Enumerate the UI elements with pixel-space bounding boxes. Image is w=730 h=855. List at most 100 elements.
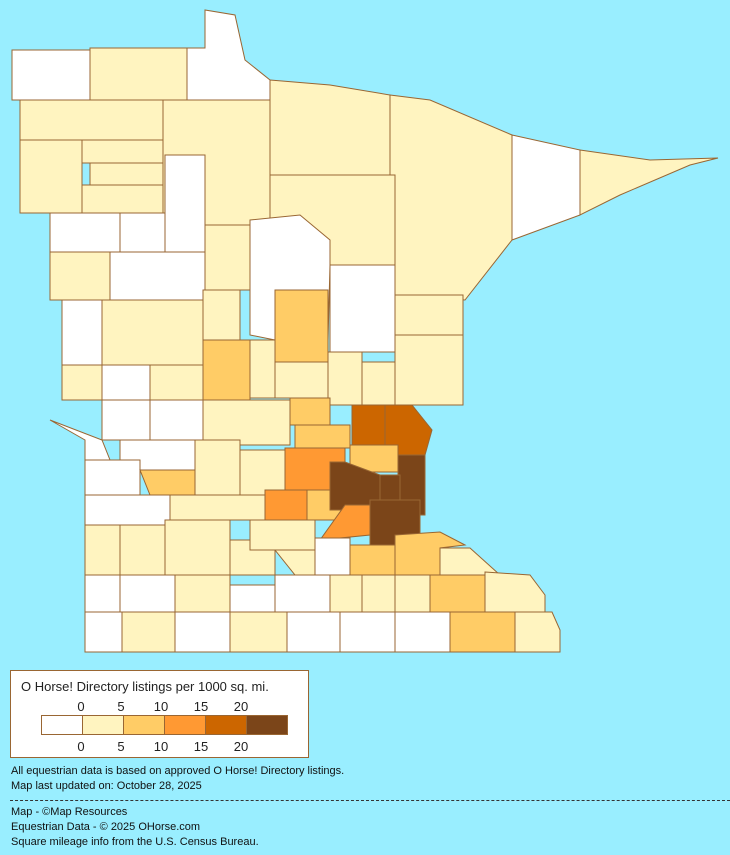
county[interactable]: [149, 399, 204, 441]
legend-swatch: [206, 716, 247, 734]
county[interactable]: [164, 519, 231, 576]
county[interactable]: [229, 611, 288, 653]
data-credit: Equestrian Data - © 2025 OHorse.com: [11, 821, 201, 833]
county[interactable]: [89, 162, 166, 186]
county[interactable]: [439, 547, 502, 576]
county[interactable]: [361, 361, 396, 406]
map-credit: Map - ©Map Resources: [11, 806, 128, 818]
county[interactable]: [351, 404, 386, 446]
census-credit: Square mileage info from the U.S. Census…: [11, 836, 259, 848]
county[interactable]: [327, 351, 363, 406]
county[interactable]: [174, 574, 231, 613]
county[interactable]: [49, 419, 111, 461]
county[interactable]: [274, 289, 329, 363]
county[interactable]: [389, 94, 513, 301]
legend-swatch: [42, 716, 83, 734]
county[interactable]: [329, 574, 363, 613]
county[interactable]: [269, 79, 391, 176]
county[interactable]: [394, 334, 464, 406]
county[interactable]: [89, 47, 188, 101]
county[interactable]: [119, 212, 166, 253]
county[interactable]: [164, 154, 206, 253]
minnesota-county-map: [11, 9, 719, 653]
legend-swatch: [83, 716, 124, 734]
county[interactable]: [339, 611, 396, 653]
county[interactable]: [289, 397, 331, 426]
county[interactable]: [19, 139, 83, 214]
county[interactable]: [449, 611, 516, 653]
legend-swatch: [165, 716, 206, 734]
tick: 10: [153, 699, 169, 714]
county[interactable]: [109, 251, 206, 301]
legend-bottom-ticks: 0 5 10 15 20: [41, 739, 281, 754]
county[interactable]: [11, 49, 91, 101]
county[interactable]: [349, 544, 396, 576]
data-note: All equestrian data is based on approved…: [11, 765, 345, 777]
county[interactable]: [101, 399, 151, 441]
county[interactable]: [579, 149, 719, 216]
county[interactable]: [286, 611, 341, 653]
county[interactable]: [84, 459, 141, 501]
county[interactable]: [329, 264, 396, 353]
county[interactable]: [394, 611, 451, 653]
county[interactable]: [139, 469, 196, 496]
county[interactable]: [264, 489, 308, 521]
county[interactable]: [119, 524, 166, 576]
county[interactable]: [274, 574, 331, 613]
county[interactable]: [81, 139, 164, 164]
county[interactable]: [394, 294, 464, 336]
county[interactable]: [361, 574, 396, 613]
legend-color-bar: [41, 715, 288, 735]
county[interactable]: [249, 519, 316, 551]
county[interactable]: [202, 289, 241, 341]
county[interactable]: [194, 439, 241, 496]
county[interactable]: [174, 611, 231, 653]
county[interactable]: [84, 611, 123, 653]
legend: O Horse! Directory listings per 1000 sq.…: [10, 670, 309, 758]
county[interactable]: [61, 364, 103, 401]
county[interactable]: [314, 537, 351, 576]
county[interactable]: [81, 184, 166, 214]
county[interactable]: [149, 364, 204, 401]
tick: 20: [233, 699, 249, 714]
county[interactable]: [294, 424, 351, 449]
tick: 20: [233, 739, 249, 754]
county[interactable]: [429, 574, 486, 613]
county[interactable]: [84, 574, 121, 613]
county[interactable]: [49, 251, 111, 301]
county[interactable]: [202, 339, 251, 401]
county[interactable]: [239, 449, 286, 496]
county[interactable]: [484, 571, 546, 613]
tick: 0: [77, 739, 85, 754]
county[interactable]: [273, 549, 316, 576]
county[interactable]: [379, 474, 401, 501]
county[interactable]: [204, 224, 251, 291]
legend-top-ticks: 0 5 10 15 20: [41, 699, 281, 714]
tick: 10: [153, 739, 169, 754]
county[interactable]: [229, 584, 276, 613]
county[interactable]: [119, 574, 176, 613]
county[interactable]: [202, 399, 291, 446]
legend-swatch: [124, 716, 165, 734]
county[interactable]: [49, 212, 121, 253]
county[interactable]: [511, 134, 581, 241]
updated-note: Map last updated on: October 28, 2025: [11, 780, 202, 792]
county[interactable]: [84, 524, 121, 576]
tick: 5: [117, 699, 125, 714]
county[interactable]: [249, 339, 276, 399]
county[interactable]: [169, 494, 266, 521]
county[interactable]: [514, 611, 561, 653]
tick: 0: [77, 699, 85, 714]
tick: 5: [117, 739, 125, 754]
legend-title: O Horse! Directory listings per 1000 sq.…: [21, 679, 269, 694]
county[interactable]: [101, 364, 151, 401]
county[interactable]: [121, 611, 176, 653]
county[interactable]: [318, 504, 371, 541]
county[interactable]: [19, 99, 164, 141]
county[interactable]: [84, 494, 171, 526]
county[interactable]: [274, 361, 331, 399]
county[interactable]: [101, 299, 204, 366]
legend-swatch: [247, 716, 287, 734]
county[interactable]: [61, 299, 103, 366]
county[interactable]: [394, 574, 431, 613]
